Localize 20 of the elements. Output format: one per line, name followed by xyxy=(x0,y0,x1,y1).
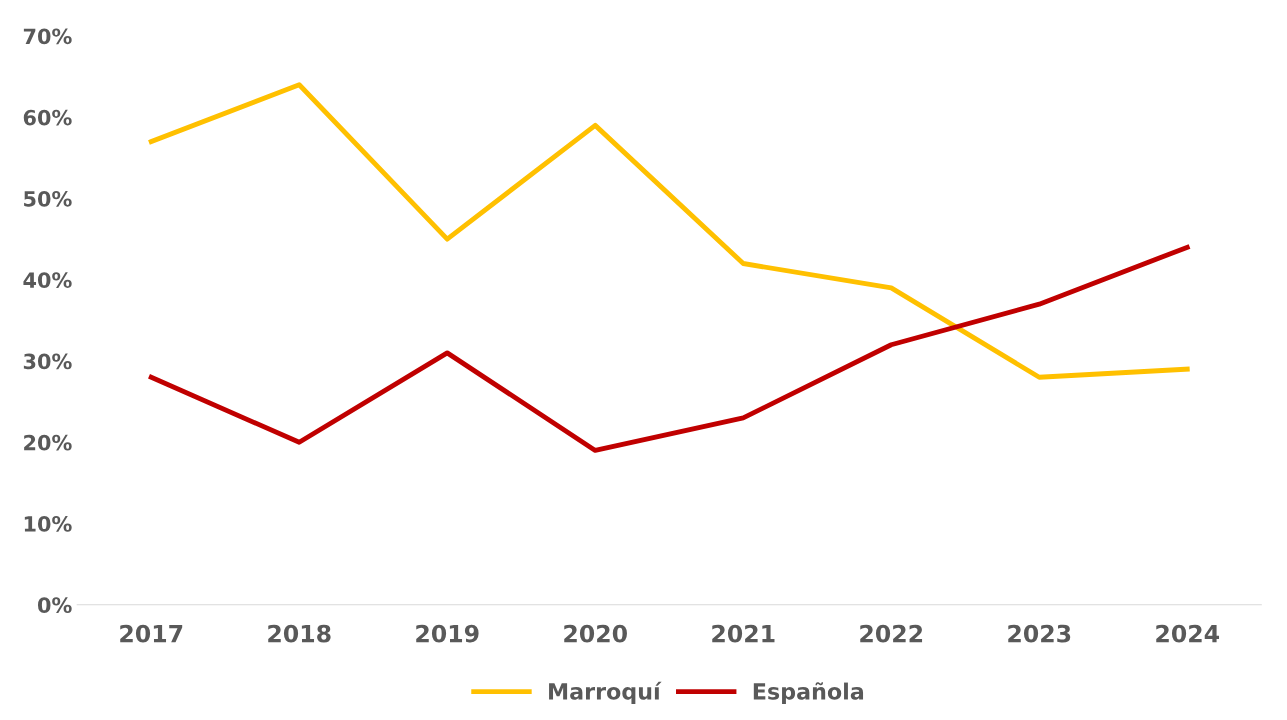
x-tick-label: 2022 xyxy=(860,624,923,643)
y-tick-label: 70% xyxy=(23,28,72,45)
y-tick-label: 20% xyxy=(24,434,72,451)
x-tick-label: 2017 xyxy=(120,624,183,643)
x-tick-label: 2019 xyxy=(416,624,479,643)
x-tick-label: 2018 xyxy=(268,624,331,643)
legend-label: Marroquí xyxy=(549,681,662,705)
y-tick-label: 50% xyxy=(24,190,72,207)
y-tick-label: 10% xyxy=(24,516,72,532)
x-tick-label: 2024 xyxy=(1156,624,1220,643)
x-tick-label: 2023 xyxy=(1008,624,1071,643)
line-series xyxy=(148,82,1190,380)
x-tick-label: 2021 xyxy=(712,624,775,643)
legend-label: Española xyxy=(753,682,864,705)
y-tick-label: 30% xyxy=(23,353,72,370)
y-tick-label: 60% xyxy=(23,109,72,126)
y-tick-label: 0% xyxy=(37,597,72,614)
x-tick-label: 2020 xyxy=(564,624,627,643)
line-series xyxy=(148,244,1190,453)
y-tick-label: 40% xyxy=(23,272,72,288)
